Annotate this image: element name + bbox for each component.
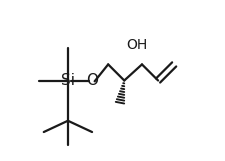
Text: O: O xyxy=(86,73,98,88)
Text: OH: OH xyxy=(125,38,146,52)
Text: Si: Si xyxy=(61,73,75,88)
